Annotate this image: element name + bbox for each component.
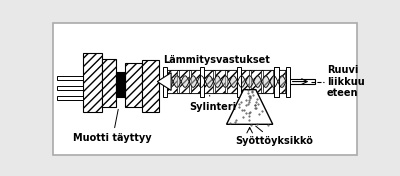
- Bar: [125, 64, 142, 107]
- Bar: [214, 70, 225, 93]
- Bar: [57, 96, 83, 100]
- Bar: [83, 54, 102, 112]
- Bar: [226, 70, 237, 93]
- Bar: [190, 70, 201, 93]
- Bar: [202, 70, 213, 93]
- Bar: [102, 59, 116, 107]
- Bar: [178, 70, 189, 93]
- Bar: [142, 60, 159, 112]
- Bar: [274, 67, 279, 97]
- Text: Lämmitysvastukset: Lämmitysvastukset: [163, 55, 270, 65]
- Bar: [57, 76, 83, 80]
- Bar: [165, 70, 288, 93]
- Bar: [275, 70, 285, 93]
- Text: Muotti täyttyy: Muotti täyttyy: [73, 109, 152, 143]
- Bar: [57, 86, 83, 90]
- Text: Syöttöyksikkö: Syöttöyksikkö: [235, 126, 313, 146]
- Bar: [163, 67, 167, 97]
- Bar: [262, 70, 273, 93]
- Bar: [288, 79, 315, 84]
- Polygon shape: [226, 90, 273, 124]
- Bar: [116, 72, 125, 97]
- Bar: [236, 67, 241, 97]
- Bar: [274, 67, 279, 97]
- Text: Ruuvi
liikkuu
eteen: Ruuvi liikkuu eteen: [327, 65, 364, 98]
- Bar: [250, 70, 261, 93]
- Bar: [166, 70, 177, 93]
- Bar: [286, 67, 290, 97]
- Text: Sylinteri: Sylinteri: [189, 95, 236, 112]
- Bar: [238, 70, 249, 93]
- Bar: [200, 67, 204, 97]
- Polygon shape: [157, 73, 171, 90]
